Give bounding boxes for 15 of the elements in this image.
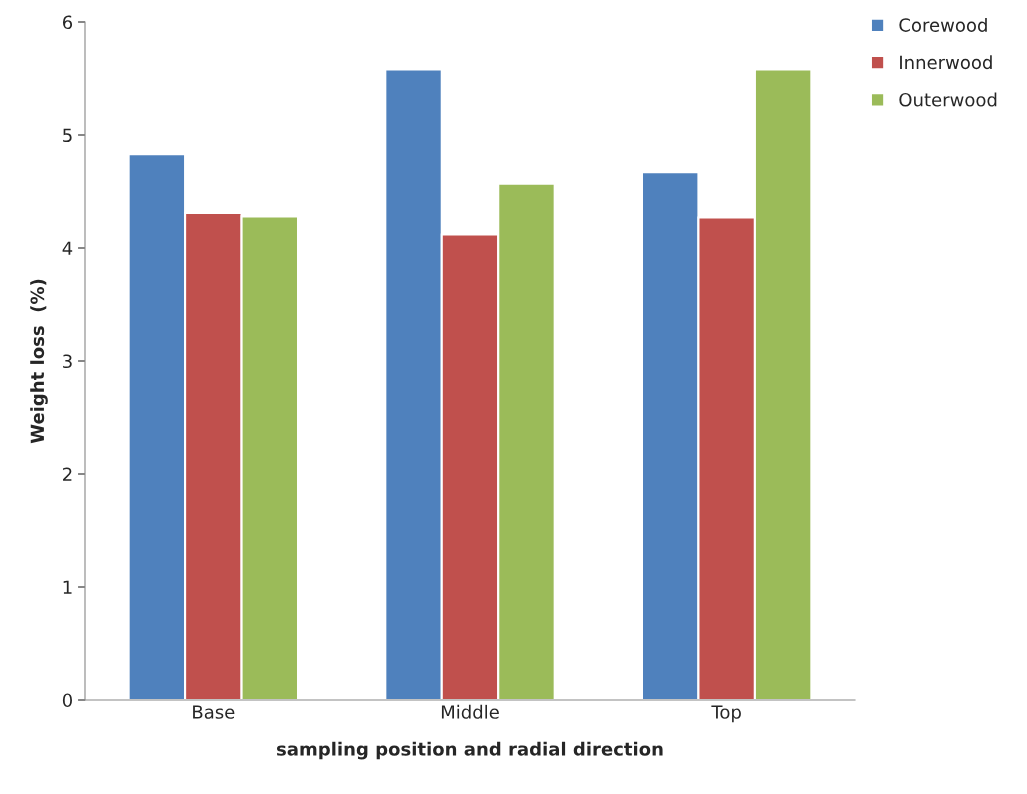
y-tick-label: 1: [63, 580, 72, 594]
x-tick-label: Base: [193, 705, 235, 719]
y-tick-label: 6: [62, 15, 73, 30]
y-tick-label: 5: [63, 128, 72, 143]
y-axis-title: Weight loss (%): [30, 279, 48, 444]
y-tick-label: 3: [63, 354, 72, 369]
y-tick-label: 2: [63, 467, 72, 481]
y-tick-label: 4: [62, 241, 73, 255]
legend-label: Innerwood: [900, 55, 992, 70]
legend-label: Corewood: [899, 17, 987, 32]
x-axis-title: sampling position and radial direction: [276, 741, 663, 760]
x-tick-label: Top: [711, 705, 741, 723]
y-tick-label: 0: [62, 693, 72, 708]
legend-label: Outerwood: [899, 92, 997, 107]
x-tick-label: Middle: [441, 704, 499, 719]
